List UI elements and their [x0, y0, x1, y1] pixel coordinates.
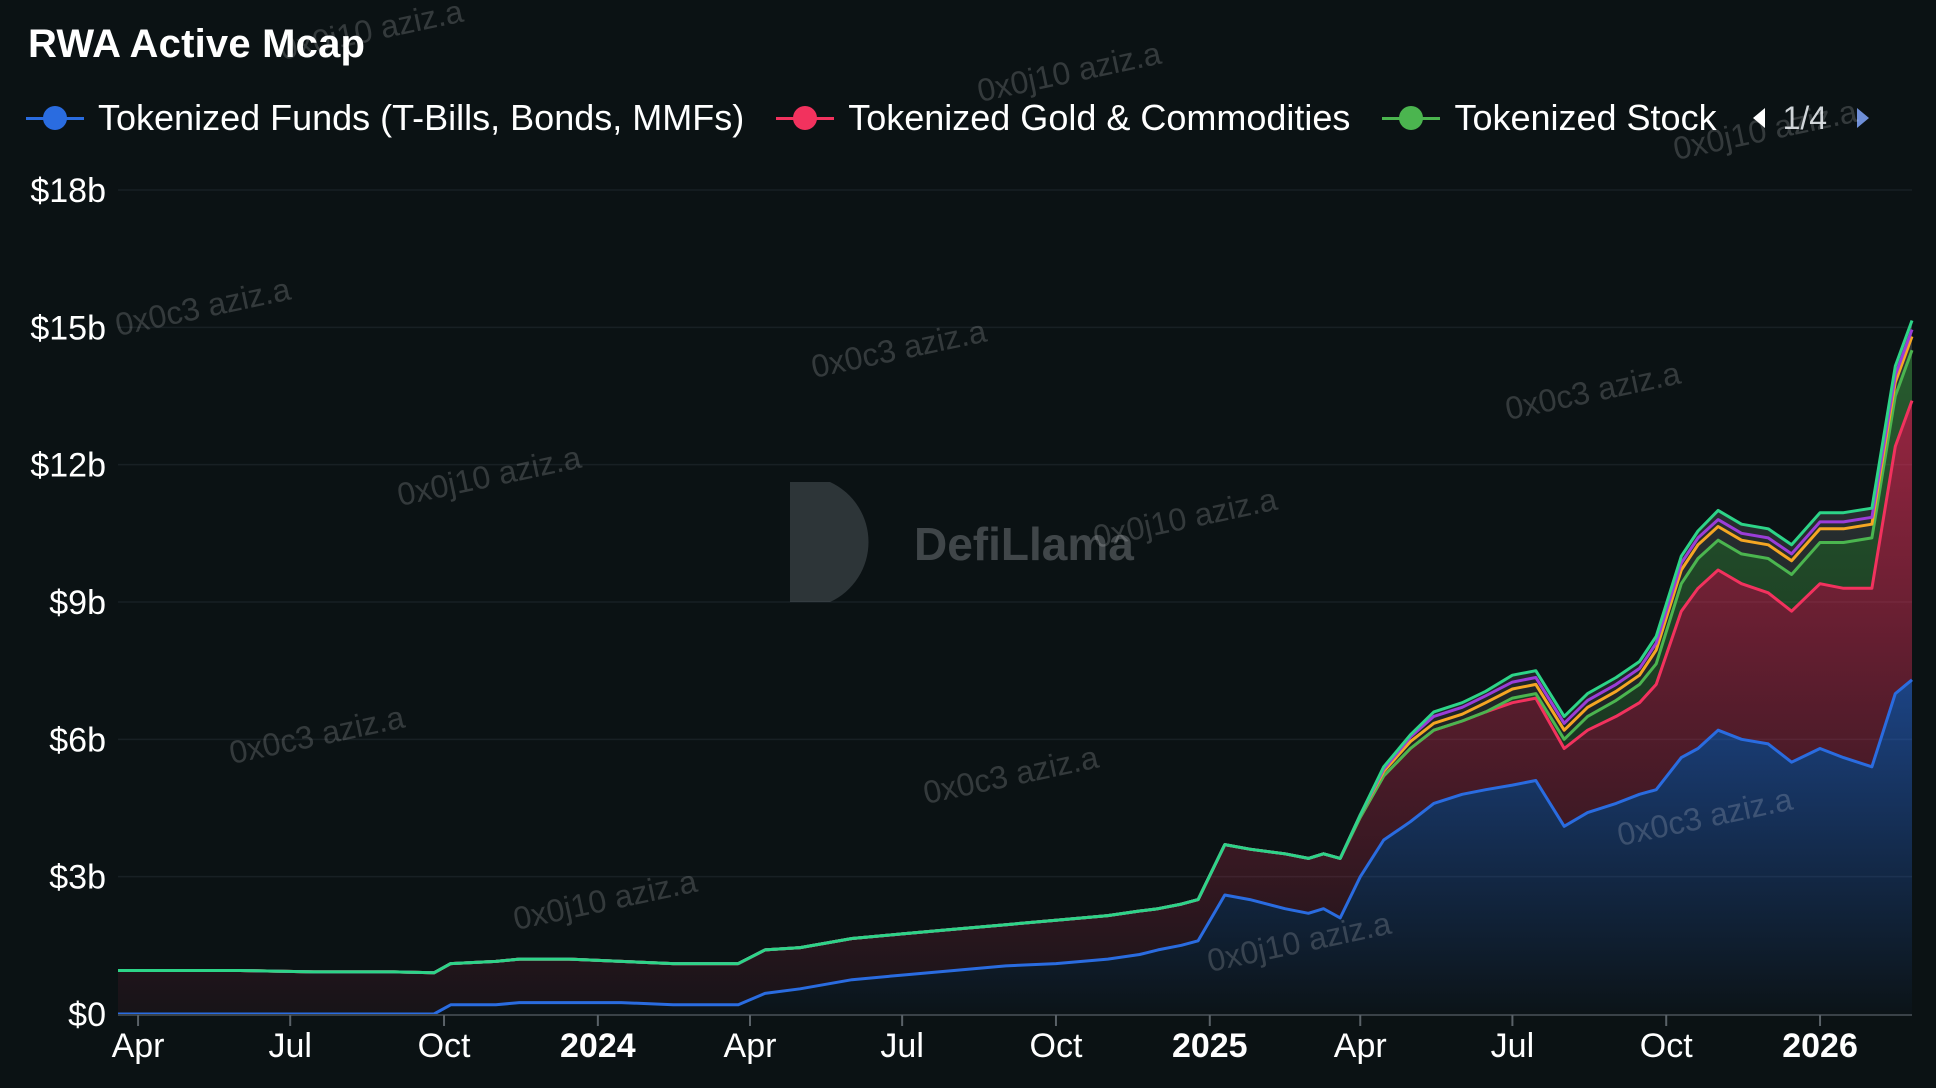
watermark: 0x0c3 aziz.a	[226, 699, 408, 771]
x-tick-label: 2026	[1782, 1027, 1858, 1065]
chart-title: RWA Active Mcap	[28, 22, 366, 66]
y-tick-label: $9b	[49, 584, 106, 622]
watermark: 0x0c3 aziz.a	[1502, 355, 1684, 427]
x-tick-label: Jul	[880, 1027, 923, 1065]
legend-item-tokenized-stock[interactable]: Tokenized Stock	[1382, 97, 1717, 139]
watermark: 0x0j10 aziz.a	[394, 439, 584, 513]
x-tick-label: Oct	[1640, 1027, 1693, 1065]
x-tick-label: Oct	[1030, 1027, 1083, 1065]
y-axis: $0 $3b $6b $9b $12b $15b $18b	[30, 172, 106, 1034]
y-tick-label: $18b	[30, 172, 106, 210]
legend-swatch-icon	[1382, 106, 1441, 130]
watermark: 0x0j10 aziz.a	[974, 35, 1164, 109]
x-tick-label: Apr	[724, 1027, 777, 1065]
pager-next-icon[interactable]	[1857, 108, 1870, 128]
watermark: 0x0c3 aziz.a	[808, 313, 990, 385]
legend-label: Tokenized Funds (T-Bills, Bonds, MMFs)	[98, 97, 745, 138]
legend-pager: 1/4	[1752, 99, 1870, 137]
chart-areas	[118, 320, 1912, 1015]
y-tick-label: $15b	[30, 309, 106, 347]
watermark: 0x0j10 aziz.a	[276, 0, 466, 67]
x-tick-label: 2024	[560, 1027, 636, 1065]
legend-swatch-icon	[776, 106, 835, 130]
pager-page-label: 1/4	[1782, 99, 1828, 136]
legend-dot-icon	[1399, 106, 1424, 130]
defillama-logo: DefiLlama	[790, 482, 1134, 602]
x-tick-label: Oct	[418, 1027, 471, 1065]
series-line-tokenized-funds	[118, 678, 1913, 1016]
legend-label: Tokenized Stock	[1454, 97, 1717, 138]
series-line-6	[118, 319, 1914, 975]
watermark: 0x0c3 aziz.a	[112, 271, 294, 343]
legend-dot-icon	[43, 106, 67, 130]
series-area-tokenized-funds	[118, 679, 1912, 1014]
legend-label: Tokenized Gold & Commodities	[848, 97, 1351, 138]
legend-item-tokenized-funds[interactable]: Tokenized Funds (T-Bills, Bonds, MMFs)	[26, 97, 744, 139]
x-tick-label: Apr	[112, 1027, 165, 1065]
logo-text: DefiLlama	[914, 518, 1134, 570]
legend-swatch-icon	[26, 106, 84, 130]
x-tick-label: 2025	[1172, 1027, 1248, 1065]
y-tick-label: $6b	[49, 721, 106, 759]
x-tick-label: Jul	[268, 1027, 311, 1065]
x-axis: Apr Jul Oct 2024 Apr Jul Oct 2025 Apr Jul Oct 2026	[112, 1015, 1858, 1065]
y-tick-label: $0	[68, 996, 106, 1034]
legend-item-tokenized-gold[interactable]: Tokenized Gold & Commodities	[776, 97, 1350, 139]
watermark: 0x0c3 aziz.a	[920, 739, 1102, 811]
x-tick-label: Jul	[1491, 1027, 1534, 1065]
y-tick-label: $3b	[49, 859, 106, 897]
chart-legend: Tokenized Funds (T-Bills, Bonds, MMFs) T…	[26, 94, 1870, 142]
llama-icon	[790, 482, 869, 602]
pager-prev-icon[interactable]	[1752, 108, 1765, 128]
watermark: 0x0j10 aziz.a	[1670, 93, 1860, 167]
legend-dot-icon	[793, 106, 818, 130]
watermark: 0x0j10 aziz.a	[1090, 481, 1280, 555]
y-tick-label: $12b	[30, 447, 106, 485]
chart-lines	[118, 319, 1914, 1016]
x-tick-label: Apr	[1334, 1027, 1387, 1065]
watermark: 0x0j10 aziz.a	[510, 863, 700, 937]
